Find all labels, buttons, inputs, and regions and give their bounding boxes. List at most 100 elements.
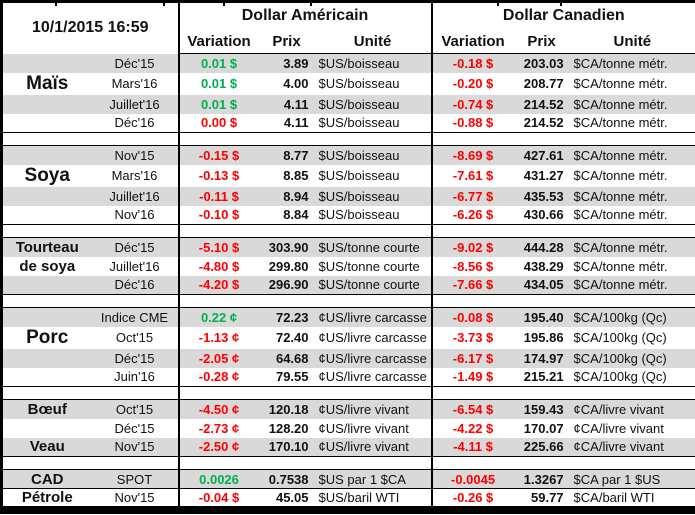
us-price-cell: 8.84	[283, 207, 309, 223]
ca-variation-cell: -8.56 $	[430, 256, 514, 276]
ca-variation-cell: -0.08 $	[430, 307, 514, 327]
ca-price-cell: 434.05	[513, 275, 570, 295]
table-row: Juillet'16 0.01 $4.11 $US/boisseau -0.74 $2…	[1, 94, 695, 114]
spacer-left-cell	[1, 386, 180, 400]
spacer-ca-cell	[430, 132, 695, 146]
commodity-label-cell	[2, 114, 92, 133]
us-price-cell: 170.10	[258, 437, 315, 457]
table-row: Pétrole Nov'15 -0.04 $45.05 $US/baril WTI -0…	[1, 488, 695, 510]
grid-tick	[497, 3, 499, 6]
contract-month-cell: Déc'16	[91, 113, 180, 133]
group-spacer-row	[1, 294, 695, 308]
ca-variation-cell: -6.77 $	[430, 186, 514, 206]
ca-price-cell: 430.66	[523, 207, 564, 223]
us-variation-cell: -0.13 $	[198, 168, 240, 183]
us-unit-cell: $US/boisseau	[318, 76, 400, 91]
us-variation-cell: 0.01 $	[178, 53, 259, 73]
us-unit-cell: $US/boisseau	[318, 168, 400, 183]
spacer-left-cell	[1, 224, 180, 238]
ca-price-cell: 427.61	[513, 145, 570, 165]
contract-month-cell: Juillet'16	[91, 94, 180, 114]
commodity-label-cell: Pétrole	[1, 488, 92, 510]
contract-month-cell: Mars'16	[91, 164, 180, 187]
ca-price-cell: 208.77	[523, 76, 564, 91]
us-unit-cell: ¢US/livre vivant	[318, 420, 409, 436]
spacer-ca-cell	[430, 386, 695, 400]
table-row: Juin'16 -0.28 ¢ 79.55 ¢US/livre carcasse -1.…	[2, 367, 695, 387]
ca-price-cell: 59.77	[513, 488, 570, 510]
ca-variation-cell: -4.22 $	[430, 418, 514, 438]
us-price-cell: 303.90	[258, 237, 315, 257]
ca-price-cell: 225.66	[513, 437, 570, 457]
ca-variation-cell: -4.11 $	[430, 437, 514, 457]
ca-unit-cell: $CA/100kg (Qc)	[569, 348, 695, 368]
ca-unit-cell: $CA/baril WTI	[569, 488, 695, 510]
us-dollar-section-title: Dollar Américain	[241, 7, 369, 24]
table-header: 10/1/2015 16:59 Dollar Américain Dollar …	[1, 1, 695, 54]
commodity-label-cell: Tourteau	[1, 237, 92, 257]
contract-month-cell: Nov'15	[91, 145, 180, 165]
table-row: CAD SPOT 0.0026 0.7538 $US par 1 $CA -0.0045 1…	[1, 469, 695, 489]
group-spacer-row	[1, 224, 695, 238]
group-spacer-row	[1, 386, 695, 400]
table-row: Déc'16 -4.20 $296.90 $US/tonne courte -7.66…	[1, 275, 695, 295]
us-price-cell: 128.20	[268, 420, 309, 436]
table-row: Veau Nov'15 -2.50 ¢ 170.10 ¢US/livre vivant -…	[1, 437, 695, 457]
us-prix-column-header: Prix	[258, 29, 315, 54]
ca-price-cell: 431.27	[523, 168, 564, 183]
us-price-cell: 79.55	[275, 369, 309, 385]
table-row: Porc Oct'15 -1.13 ¢ 72.40 ¢US/livre carcasse…	[2, 326, 695, 349]
us-unit-cell: $US/boisseau	[314, 53, 432, 73]
ca-variation-cell: -8.69 $	[430, 145, 514, 165]
ca-variation-cell: -0.0045	[430, 469, 514, 489]
ca-unit-cell: $CA/tonne métr.	[569, 237, 695, 257]
ca-variation-cell: -6.54 $	[430, 399, 514, 419]
ca-unit-cell: $CA/tonne métr.	[573, 258, 668, 274]
us-unit-cell: $US/tonne courte	[314, 237, 432, 257]
us-unit-cell: $US/tonne courte	[318, 258, 420, 274]
us-price-cell: 72.40	[275, 330, 309, 345]
us-variation-cell: -2.73 ¢	[198, 420, 240, 436]
spacer-left-cell	[1, 132, 180, 146]
ca-variation-column-header: Variation	[430, 29, 514, 54]
us-variation-cell: 0.22 ¢	[178, 307, 259, 327]
commodity-label-cell: Veau	[1, 437, 92, 457]
table-row: Déc'15 -2.05 ¢ 64.68 ¢US/livre carcasse -6.1…	[1, 348, 695, 368]
header-row-columns: Variation Prix Unité Variation Prix Unit…	[2, 29, 695, 54]
ca-variation-cell: -1.49 $	[430, 367, 514, 387]
contract-month-cell: Indice CME	[91, 307, 180, 327]
table-row: Tourteau Déc'15 -5.10 $303.90 $US/tonne cou…	[1, 237, 695, 257]
table-row: Nov'15 -0.15 $8.77 $US/boisseau -8.69 $427.…	[1, 145, 695, 165]
contract-month-cell: Nov'15	[91, 488, 180, 510]
grid-tick	[163, 3, 165, 6]
commodity-label-cell: CAD	[1, 469, 92, 489]
us-variation-cell: 0.01 $	[178, 94, 259, 114]
commodity-label-cell: de soya	[19, 257, 76, 275]
us-unit-cell: $US/baril WTI	[314, 488, 432, 510]
commodity-label-cell	[1, 53, 92, 73]
ca-price-cell: 435.53	[513, 186, 570, 206]
spacer-us-cell	[178, 294, 432, 308]
us-unit-cell: $US/tonne courte	[314, 275, 432, 295]
ca-unit-cell: $CA/tonne métr.	[573, 76, 668, 91]
us-unit-cell: ¢US/livre carcasse	[314, 348, 432, 368]
us-price-cell: 3.89	[258, 53, 315, 73]
ca-variation-cell: -6.17 $	[430, 348, 514, 368]
commodity-label-cell: Maïs	[26, 72, 69, 94]
ca-price-cell: 170.07	[523, 420, 564, 436]
us-unite-column-header: Unité	[314, 29, 432, 54]
grid-tick	[560, 3, 562, 6]
commodity-label-cell	[1, 307, 92, 327]
us-unit-cell: $US/boisseau	[318, 207, 400, 223]
ca-price-cell: 174.97	[513, 348, 570, 368]
ca-unite-column-header: Unité	[569, 29, 695, 54]
ca-unit-cell: $CA par 1 $US	[569, 469, 695, 489]
us-unit-cell: $US par 1 $CA	[314, 469, 432, 489]
grid-tick	[55, 3, 57, 6]
commodity-label-cell	[1, 186, 92, 206]
ca-price-cell: 195.40	[513, 307, 570, 327]
us-price-cell: 8.77	[258, 145, 315, 165]
contract-month-cell: Juillet'16	[91, 186, 180, 206]
us-variation-cell: -1.13 ¢	[198, 330, 240, 345]
